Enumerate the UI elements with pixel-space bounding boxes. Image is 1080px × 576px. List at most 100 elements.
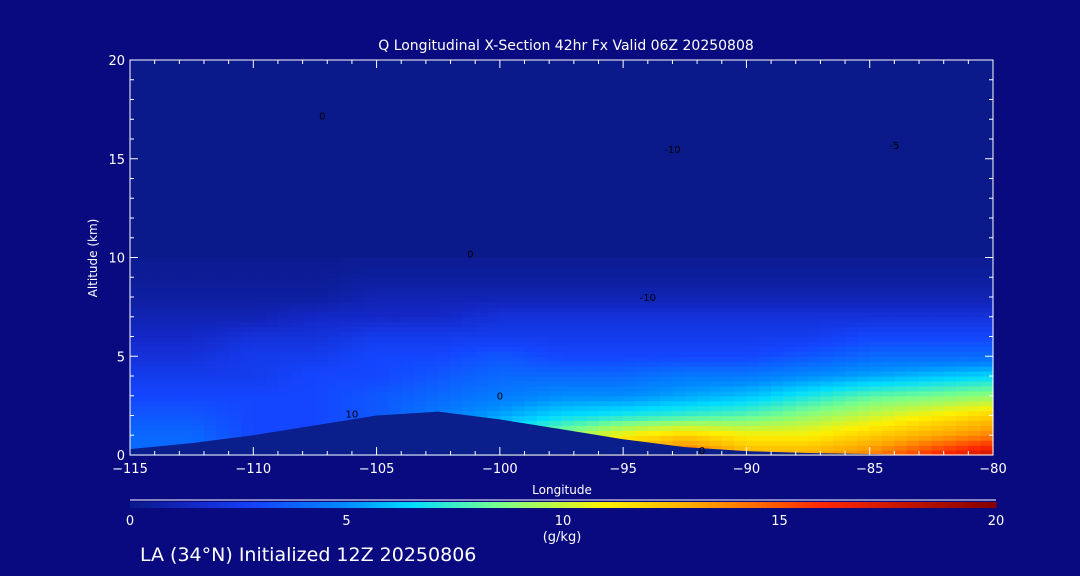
- q-cell: [746, 440, 760, 446]
- q-cell: [647, 257, 661, 263]
- q-cell: [832, 292, 846, 298]
- q-cell: [413, 287, 427, 293]
- q-cell: [561, 282, 575, 288]
- q-cell: [253, 282, 267, 288]
- q-cell: [647, 415, 661, 421]
- colorbar-segment: [294, 502, 300, 508]
- q-cell: [721, 262, 735, 268]
- colorbar-segment: [952, 502, 958, 508]
- q-cell: [758, 376, 772, 382]
- q-cell: [832, 366, 846, 372]
- q-cell: [561, 331, 575, 338]
- q-cell: [499, 331, 513, 338]
- q-cell: [943, 361, 957, 367]
- q-cell: [919, 277, 932, 283]
- q-cell: [388, 257, 402, 263]
- colorbar-segment: [983, 502, 988, 508]
- q-cell: [191, 380, 205, 387]
- q-cell: [943, 346, 957, 352]
- q-cell: [808, 420, 821, 426]
- q-cell: [475, 395, 489, 402]
- q-cell: [438, 331, 452, 338]
- q-cell: [388, 346, 402, 352]
- q-cell: [573, 420, 587, 426]
- q-cell: [672, 311, 686, 318]
- q-cell: [783, 380, 797, 387]
- q-cell: [845, 420, 858, 426]
- q-cell: [968, 301, 982, 308]
- q-cell: [561, 306, 575, 313]
- q-cell: [684, 306, 698, 313]
- q-cell: [191, 321, 205, 328]
- colorbar: [130, 502, 997, 508]
- q-cell: [561, 410, 575, 417]
- q-cell: [130, 445, 143, 451]
- q-cell: [931, 376, 945, 382]
- q-cell: [191, 376, 205, 382]
- colorbar-segment: [939, 502, 945, 508]
- q-cell: [327, 361, 341, 367]
- q-cell: [647, 321, 661, 328]
- q-cell: [228, 292, 242, 298]
- q-cell: [610, 282, 624, 288]
- q-cell: [277, 380, 291, 387]
- colorbar-segment: [225, 502, 231, 508]
- q-cell: [968, 445, 982, 451]
- q-cell: [216, 326, 230, 333]
- q-cell: [845, 410, 858, 417]
- q-cell: [795, 425, 809, 431]
- colorbar-segment: [757, 502, 763, 508]
- q-cell: [561, 277, 575, 283]
- q-cell: [573, 346, 587, 352]
- q-cell: [524, 390, 538, 397]
- q-cell: [734, 425, 747, 431]
- q-cell: [660, 321, 673, 328]
- q-cell: [635, 311, 649, 318]
- q-cell: [228, 415, 242, 421]
- q-cell: [906, 366, 920, 372]
- q-cell: [302, 277, 316, 283]
- q-cell: [771, 297, 784, 303]
- q-cell: [364, 267, 378, 273]
- q-cell: [931, 267, 945, 273]
- q-cell: [586, 272, 600, 278]
- q-cell: [586, 306, 600, 313]
- q-cell: [968, 326, 982, 333]
- q-cell: [968, 282, 982, 288]
- q-cell: [943, 306, 957, 313]
- q-cell: [795, 316, 809, 323]
- q-cell: [512, 297, 526, 303]
- q-cell: [573, 400, 587, 407]
- q-cell: [746, 371, 760, 377]
- colorbar-segment: [567, 502, 573, 508]
- q-cell: [524, 262, 538, 268]
- colorbar-segment: [558, 502, 564, 508]
- q-cell: [351, 356, 365, 362]
- q-cell: [832, 287, 846, 293]
- q-cell: [154, 376, 168, 382]
- q-cell: [894, 435, 908, 441]
- q-cell: [660, 400, 673, 407]
- q-cell: [450, 346, 464, 352]
- q-cell: [906, 321, 920, 328]
- q-cell: [894, 287, 908, 293]
- q-cell: [980, 376, 994, 382]
- q-cell: [610, 331, 624, 338]
- q-cell: [228, 351, 242, 357]
- q-cell: [339, 331, 353, 338]
- q-cell: [364, 410, 378, 417]
- q-cell: [549, 351, 563, 357]
- q-cell: [610, 395, 624, 402]
- colorbar-segment: [931, 502, 936, 508]
- q-cell: [425, 306, 439, 313]
- colorbar-segment: [792, 502, 798, 508]
- q-cell: [450, 395, 464, 402]
- q-cell: [660, 272, 673, 278]
- q-cell: [241, 395, 254, 402]
- q-cell: [684, 400, 698, 407]
- q-cell: [882, 321, 895, 328]
- q-cell: [894, 415, 908, 421]
- q-cell: [413, 331, 427, 338]
- q-cell: [635, 326, 649, 333]
- q-cell: [425, 292, 439, 298]
